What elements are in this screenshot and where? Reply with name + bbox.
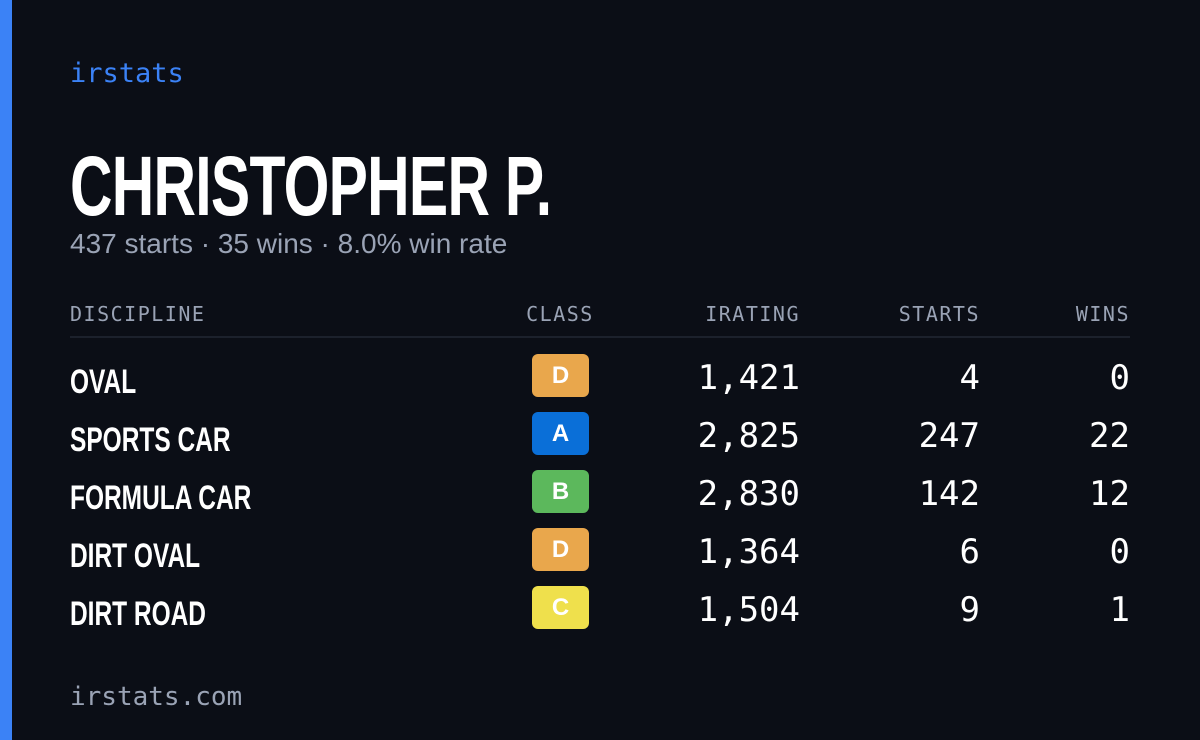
irating: 1,421 bbox=[697, 358, 800, 398]
starts: 9 bbox=[959, 590, 980, 630]
discipline: DIRT ROAD bbox=[70, 595, 207, 633]
class-badge: C bbox=[532, 586, 589, 629]
accent-bar bbox=[0, 0, 12, 740]
column-header: WINS bbox=[1075, 302, 1130, 326]
irating: 2,825 bbox=[697, 416, 800, 456]
discipline: SPORTS CAR bbox=[70, 421, 231, 459]
irating: 1,364 bbox=[697, 532, 800, 572]
summary: 437 starts · 35 wins · 8.0% win rate bbox=[70, 228, 508, 259]
header-rule bbox=[70, 336, 1130, 338]
class-badge: A bbox=[532, 412, 589, 455]
column-header: DISCIPLINE bbox=[70, 302, 206, 326]
class-badge: D bbox=[532, 354, 589, 397]
wins: 1 bbox=[1109, 590, 1130, 630]
wins: 12 bbox=[1089, 474, 1130, 514]
starts: 6 bbox=[959, 532, 980, 572]
column-header: STARTS bbox=[898, 302, 980, 326]
wins: 0 bbox=[1109, 532, 1130, 572]
wins: 0 bbox=[1109, 358, 1130, 398]
discipline: FORMULA CAR bbox=[70, 479, 252, 517]
class-badge: B bbox=[532, 470, 589, 513]
irating: 1,504 bbox=[697, 590, 800, 630]
brand: irstats bbox=[70, 58, 184, 89]
starts: 247 bbox=[918, 416, 980, 456]
discipline: OVAL bbox=[70, 363, 137, 401]
irating: 2,830 bbox=[697, 474, 800, 514]
column-header: IRATING bbox=[705, 302, 800, 326]
driver-name: CHRISTOPHER P. bbox=[70, 139, 552, 233]
column-header: CLASS bbox=[526, 302, 594, 326]
class-badge: D bbox=[532, 528, 589, 571]
footer: irstats.com bbox=[70, 682, 243, 712]
wins: 22 bbox=[1089, 416, 1130, 456]
starts: 4 bbox=[959, 358, 980, 398]
starts: 142 bbox=[918, 474, 980, 514]
discipline: DIRT OVAL bbox=[70, 537, 201, 575]
